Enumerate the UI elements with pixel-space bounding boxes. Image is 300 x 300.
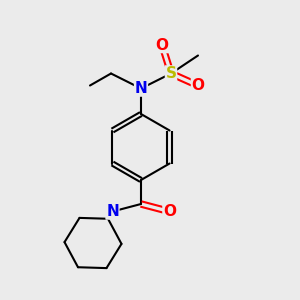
Text: O: O bbox=[155, 38, 169, 52]
Text: N: N bbox=[106, 204, 119, 219]
Text: N: N bbox=[135, 81, 147, 96]
Text: O: O bbox=[163, 204, 176, 219]
Text: O: O bbox=[191, 78, 205, 93]
Text: S: S bbox=[166, 66, 176, 81]
